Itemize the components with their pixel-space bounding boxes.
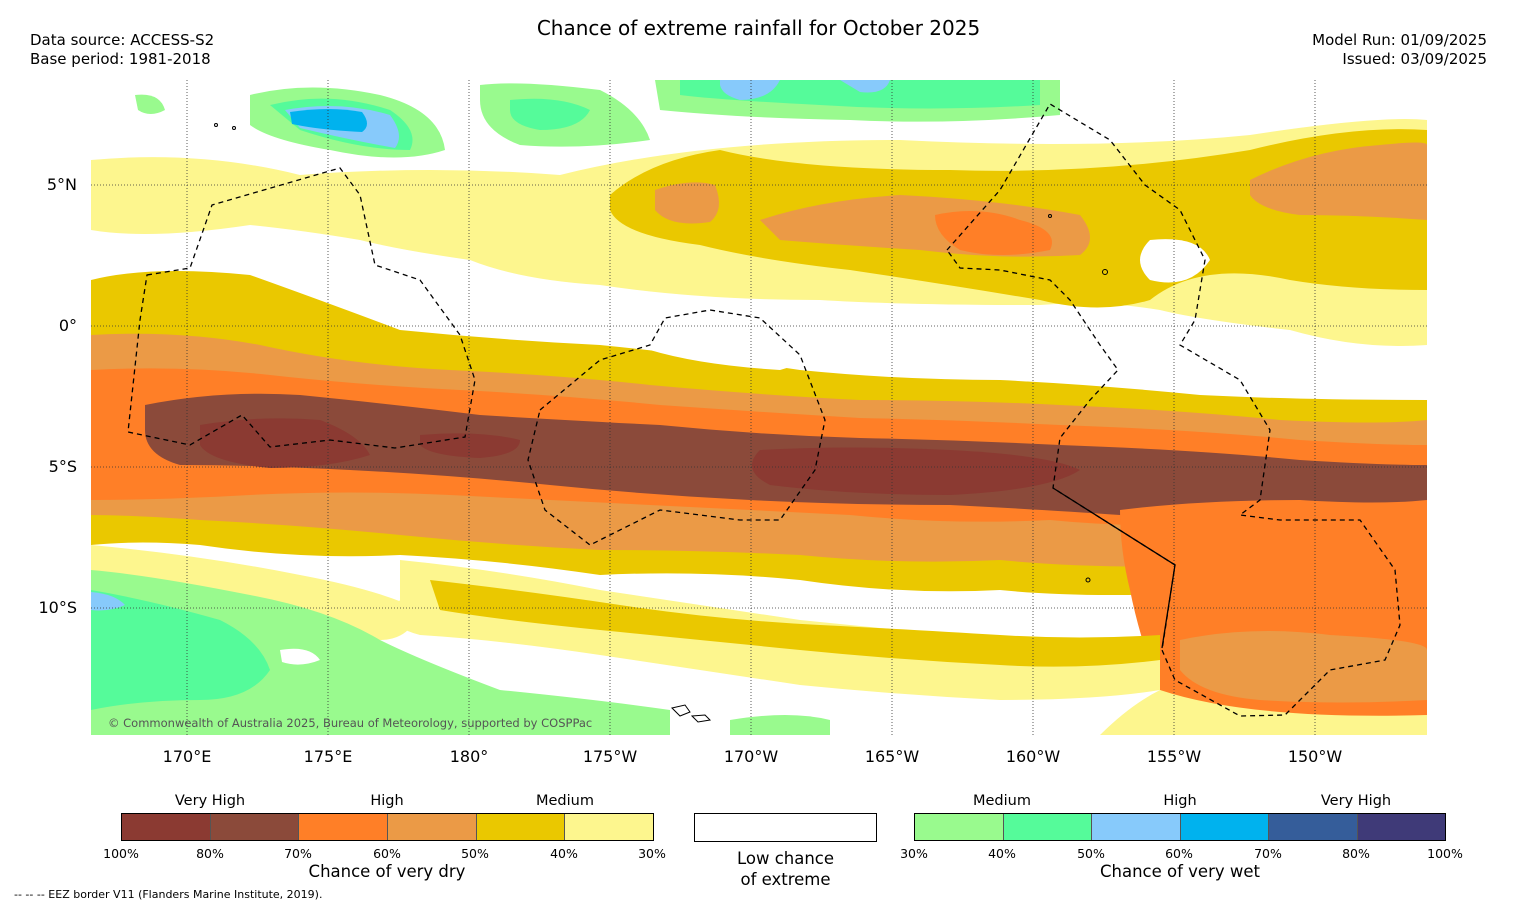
wet-swatch xyxy=(915,814,1004,840)
wet-swatch xyxy=(1092,814,1181,840)
model-run-info: Model Run: 01/09/2025 Issued: 03/09/2025 xyxy=(1312,31,1487,69)
dry-cat-high: High xyxy=(370,793,404,809)
wet-legend-title: Chance of very wet xyxy=(1100,862,1260,881)
wet-colorbar xyxy=(914,813,1446,841)
wet-tick: 60% xyxy=(1165,846,1193,861)
dry-swatch xyxy=(565,814,654,840)
copyright-notice: © Commonwealth of Australia 2025, Bureau… xyxy=(108,716,593,730)
lon-label-155w: 155°W xyxy=(1146,747,1202,766)
dry-tick: 60% xyxy=(373,846,401,861)
dry-swatch xyxy=(210,814,300,840)
dry-colorbar xyxy=(121,813,654,841)
islands xyxy=(214,123,1108,723)
low-chance-label: Low chance of extreme xyxy=(694,848,877,890)
wet-swatch xyxy=(1180,814,1269,840)
dry-tick: 70% xyxy=(284,846,312,861)
dry-tick: 30% xyxy=(638,846,666,861)
lon-label-175w: 175°W xyxy=(582,747,638,766)
lon-label-170e: 170°E xyxy=(162,747,212,766)
lon-label-170w: 170°W xyxy=(723,747,779,766)
wet-cat-high: High xyxy=(1163,793,1197,809)
wet-cat-very-high: Very High xyxy=(1320,793,1392,809)
wet-swatch xyxy=(1003,814,1092,840)
data-source: Data source: ACCESS-S2 xyxy=(30,31,215,49)
wet-tick: 50% xyxy=(1077,846,1105,861)
base-period: Base period: 1981-2018 xyxy=(30,50,211,68)
rainfall-field xyxy=(91,80,1427,735)
wet-cat-medium: Medium xyxy=(973,793,1031,809)
wet-tick: 40% xyxy=(988,846,1016,861)
dry-legend-title: Chance of very dry xyxy=(308,862,466,881)
dry-tick: 100% xyxy=(103,846,139,861)
dry-tick: 80% xyxy=(196,846,224,861)
lat-label-10s: 10°S xyxy=(38,598,77,617)
data-source-info: Data source: ACCESS-S2 Base period: 1981… xyxy=(30,31,214,69)
eez-borders xyxy=(127,103,1401,717)
wet-tick: 100% xyxy=(1427,846,1463,861)
issued-date: Issued: 03/09/2025 xyxy=(1342,50,1487,68)
lon-label-160w: 160°W xyxy=(1005,747,1061,766)
lon-label-175e: 175°E xyxy=(303,747,353,766)
dry-swatch xyxy=(122,814,211,840)
low-chance-line-1: Low chance xyxy=(736,849,835,868)
rainfall-map xyxy=(91,80,1427,735)
wet-swatch xyxy=(1269,814,1358,840)
wet-swatch xyxy=(1357,814,1445,840)
wet-tick: 70% xyxy=(1254,846,1282,861)
dry-cat-medium: Medium xyxy=(536,793,594,809)
lat-label-5s: 5°S xyxy=(48,457,77,476)
dry-tick: 40% xyxy=(550,846,578,861)
wet-tick: 30% xyxy=(900,846,928,861)
lat-label-5n: 5°N xyxy=(46,175,77,194)
eez-footnote: -- -- -- EEZ border V11 (Flanders Marine… xyxy=(14,888,323,901)
low-chance-swatch xyxy=(694,813,877,842)
dry-cat-very-high: Very High xyxy=(174,793,246,809)
lon-label-150w: 150°W xyxy=(1287,747,1343,766)
map-title: Chance of extreme rainfall for October 2… xyxy=(536,16,981,40)
dry-swatch xyxy=(299,814,389,840)
model-run: Model Run: 01/09/2025 xyxy=(1312,31,1487,49)
lon-label-165w: 165°W xyxy=(864,747,920,766)
dry-swatch xyxy=(388,814,477,840)
dry-swatch xyxy=(476,814,566,840)
lat-label-0: 0° xyxy=(58,316,77,335)
dry-tick: 50% xyxy=(461,846,489,861)
low-chance-line-2: of extreme xyxy=(740,870,831,889)
lon-label-180: 180° xyxy=(449,747,489,766)
wet-tick: 80% xyxy=(1342,846,1370,861)
